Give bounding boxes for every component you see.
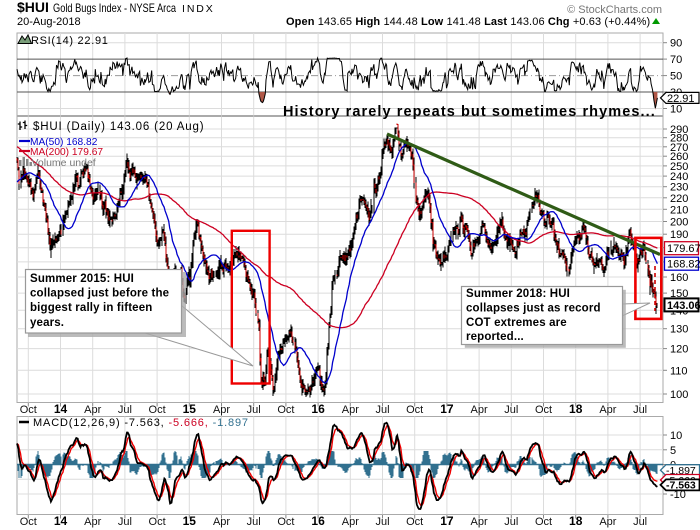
svg-text:17: 17 [440,402,454,416]
svg-text:Open 143.65 High 144.48 Low 14: Open 143.65 High 144.48 Low 141.48 Last … [286,16,650,28]
svg-text:Oct: Oct [277,404,294,416]
svg-text:22.91: 22.91 [667,93,695,105]
svg-text:Apr: Apr [599,516,616,528]
svg-text:18: 18 [569,402,583,416]
svg-text:70: 70 [670,54,682,66]
svg-text:17: 17 [440,514,454,528]
svg-text:Apr: Apr [213,516,230,528]
svg-text:Summer 2018: HUI: Summer 2018: HUI [466,288,570,300]
svg-text:Summer 2015: HUI: Summer 2015: HUI [30,273,134,285]
svg-text:Jul: Jul [118,404,132,416]
svg-text:Jul: Jul [118,516,132,528]
svg-text:230: 230 [670,182,688,194]
svg-text:18: 18 [569,514,583,528]
svg-text:Apr: Apr [599,404,616,416]
svg-text:Oct: Oct [406,404,423,416]
svg-text:Oct: Oct [149,516,166,528]
svg-text:250: 250 [670,161,688,173]
svg-text:MACD(12,26,9) -7.563, -5.666,: MACD(12,26,9) -7.563, -5.666, -1.897 [33,417,249,429]
svg-text:-7.563: -7.563 [666,480,696,492]
svg-text:240: 240 [670,171,688,183]
svg-text:10: 10 [670,104,682,116]
svg-text:16: 16 [311,402,325,416]
svg-text:Jul: Jul [247,404,261,416]
svg-text:COT extremes are: COT extremes are [466,317,567,329]
svg-text:16: 16 [311,514,325,528]
svg-text:280: 280 [670,133,688,145]
svg-text:120: 120 [670,344,688,356]
svg-text:100: 100 [670,389,688,401]
svg-text:Jul: Jul [633,516,647,528]
svg-text:220: 220 [670,193,688,205]
svg-text:Apr: Apr [471,516,488,528]
svg-text:15: 15 [183,514,197,528]
svg-text:Jul: Jul [247,516,261,528]
svg-text:years.: years. [30,317,64,329]
svg-text:Apr: Apr [471,404,488,416]
svg-text:$HUI (Daily) 143.06 (20 Aug): $HUI (Daily) 143.06 (20 Aug) [33,121,204,133]
svg-text:Jul: Jul [504,516,518,528]
svg-text:150: 150 [670,288,688,300]
svg-text:260: 260 [670,151,688,163]
svg-text:collapsed just before the: collapsed just before the [30,288,169,300]
svg-text:168.82: 168.82 [667,259,700,271]
svg-text:reported...: reported... [466,331,524,343]
svg-text:210: 210 [670,204,688,216]
svg-text:Jul: Jul [504,404,518,416]
svg-text:270: 270 [670,142,688,154]
svg-text:Oct: Oct [20,404,37,416]
svg-text:179.67: 179.67 [667,243,700,255]
svg-text:50: 50 [670,71,682,83]
svg-text:190: 190 [670,229,688,241]
svg-text:Apr: Apr [342,404,359,416]
svg-text:Jul: Jul [375,404,389,416]
svg-text:130: 130 [670,324,688,336]
svg-text:160: 160 [670,272,688,284]
svg-text:90: 90 [670,38,682,50]
svg-text:10: 10 [670,430,682,442]
svg-text:14: 14 [54,514,68,528]
svg-text:RSI(14) 22.91: RSI(14) 22.91 [31,35,109,47]
svg-text:Gold Bugs Index - NYSE Arca: Gold Bugs Index - NYSE Arca [53,1,176,15]
svg-text:200: 200 [670,217,688,229]
svg-text:Apr: Apr [213,404,230,416]
svg-text:MA(200) 179.67: MA(200) 179.67 [30,147,103,158]
svg-text:Jul: Jul [375,516,389,528]
svg-text:Apr: Apr [84,516,101,528]
svg-text:Jul: Jul [633,404,647,416]
svg-text:110: 110 [670,365,688,377]
svg-text:History rarely repeats but som: History rarely repeats but sometimes rhy… [283,104,656,120]
svg-text:Oct: Oct [406,516,423,528]
svg-text:collapses just as record: collapses just as record [466,303,601,315]
svg-text:INDX: INDX [182,3,215,15]
svg-text:290: 290 [670,124,688,136]
svg-text:Oct: Oct [535,516,552,528]
svg-text:14: 14 [54,402,68,416]
svg-text:143.06: 143.06 [667,300,700,312]
svg-text:Oct: Oct [277,516,294,528]
svg-text:-10: -10 [670,489,686,501]
svg-text:Oct: Oct [535,404,552,416]
svg-text:20-Aug-2018: 20-Aug-2018 [17,16,81,28]
svg-text:Oct: Oct [149,404,166,416]
svg-text:MA(50) 168.82: MA(50) 168.82 [30,137,98,148]
svg-text:$HUI: $HUI [17,0,49,15]
svg-text:Volume undef: Volume undef [32,157,96,169]
svg-text:© StockCharts.com: © StockCharts.com [567,4,662,16]
svg-text:5: 5 [670,445,676,457]
svg-text:biggest rally in fifteen: biggest rally in fifteen [30,302,152,314]
svg-text:Apr: Apr [342,516,359,528]
svg-text:Apr: Apr [84,404,101,416]
svg-text:15: 15 [183,402,197,416]
svg-text:Oct: Oct [20,516,37,528]
